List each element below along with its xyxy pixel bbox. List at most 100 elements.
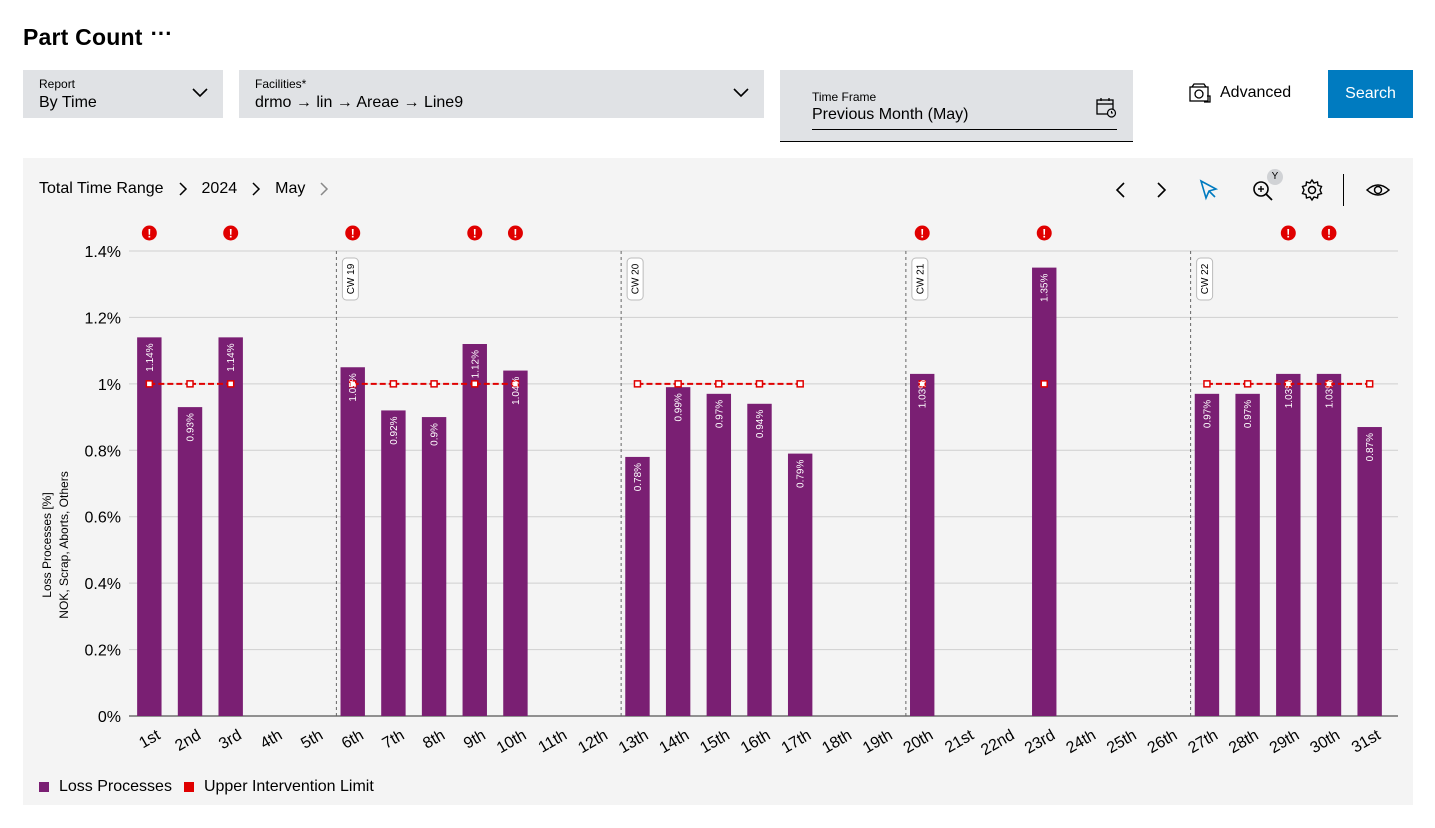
more-options-button[interactable]: ··· <box>150 20 173 46</box>
limit-point[interactable] <box>674 380 682 388</box>
bar[interactable] <box>665 387 691 716</box>
bar[interactable] <box>1316 373 1342 716</box>
alert-icon[interactable] <box>223 225 239 241</box>
bar[interactable] <box>747 403 772 716</box>
legend-loss-processes[interactable]: Loss Processes <box>39 778 172 796</box>
bar[interactable] <box>421 417 447 716</box>
bar[interactable] <box>910 373 935 716</box>
legend-label-limit: Upper Intervention Limit <box>203 778 374 795</box>
breadcrumb-year[interactable]: 2024 <box>201 180 238 197</box>
limit-point[interactable] <box>1284 380 1293 388</box>
bar-value-label: 0.78% <box>633 463 644 491</box>
bar-value-label: 0.97% <box>1243 400 1254 428</box>
x-tick-label: 24th <box>1063 727 1098 757</box>
limit-point[interactable] <box>471 380 479 388</box>
limit-point[interactable] <box>1365 380 1374 388</box>
alert-icon[interactable] <box>1321 225 1337 241</box>
chevron-down-icon <box>192 88 208 98</box>
alert-icon-glyph: ! <box>351 227 355 241</box>
limit-point[interactable] <box>1203 380 1211 388</box>
previous-icon[interactable] <box>1111 180 1131 200</box>
eye-icon[interactable] <box>1365 180 1391 200</box>
alert-icon[interactable] <box>467 225 483 241</box>
facilities-dropdown[interactable]: Facilities* drmo → lin → Areae → Line9 <box>239 70 764 118</box>
limit-point[interactable] <box>1243 380 1252 388</box>
bar[interactable] <box>1235 393 1260 716</box>
alert-icon[interactable] <box>507 225 523 241</box>
time-frame-label: Time Frame <box>812 90 877 104</box>
limit-point[interactable] <box>226 380 235 388</box>
legend-upper-limit[interactable]: Upper Intervention Limit <box>183 778 374 796</box>
bar[interactable] <box>1032 267 1057 716</box>
bar[interactable] <box>137 337 162 716</box>
bar[interactable] <box>218 337 243 716</box>
chevron-down-icon <box>733 88 749 98</box>
alert-icon-glyph: ! <box>513 227 517 241</box>
zoom-icon[interactable] <box>1251 178 1277 202</box>
limit-point[interactable] <box>389 380 398 388</box>
bar-value-label: 1.12% <box>470 350 481 378</box>
chevron-right-icon <box>178 182 187 196</box>
bar[interactable] <box>503 370 528 716</box>
zoom-axis-badge: Y <box>1267 169 1283 185</box>
alert-icon-glyph: ! <box>229 227 233 241</box>
bar-value-label: 1.35% <box>1040 274 1051 302</box>
bar[interactable] <box>177 407 203 716</box>
y-tick-label: 1.4% <box>85 244 121 261</box>
y-axis-title: Loss Processes [%] <box>40 492 54 597</box>
x-tick-label: 6th <box>339 727 367 753</box>
bar[interactable] <box>1357 427 1382 716</box>
bar[interactable] <box>462 344 487 716</box>
limit-point[interactable] <box>918 380 926 388</box>
limit-point[interactable] <box>186 380 194 388</box>
report-value: By Time <box>39 94 97 111</box>
limit-point[interactable] <box>1040 380 1048 388</box>
bar[interactable] <box>1194 393 1220 716</box>
alert-icon[interactable] <box>345 225 361 241</box>
calendar-icon[interactable] <box>1095 96 1117 118</box>
limit-point[interactable] <box>755 380 764 388</box>
limit-point[interactable] <box>348 380 357 388</box>
report-dropdown[interactable]: Report By Time <box>23 70 223 118</box>
x-tick-label: 15th <box>697 727 732 757</box>
x-tick-label: 26th <box>1145 727 1180 757</box>
limit-point[interactable] <box>145 380 154 388</box>
x-tick-label: 14th <box>657 727 692 757</box>
bar[interactable] <box>706 393 732 716</box>
select-pointer-icon[interactable] <box>1197 178 1221 202</box>
gear-icon[interactable] <box>1300 178 1324 202</box>
y-tick-label: 0.8% <box>85 443 121 460</box>
breadcrumb-month[interactable]: May <box>275 180 306 197</box>
bar[interactable] <box>1276 373 1301 716</box>
alert-icon[interactable] <box>141 225 157 241</box>
bar[interactable] <box>625 456 650 716</box>
limit-point[interactable] <box>715 380 723 388</box>
advanced-button[interactable]: Advanced <box>1188 82 1291 104</box>
time-frame-picker[interactable]: Time Frame Previous Month (May) <box>780 70 1133 142</box>
bar[interactable] <box>381 410 406 716</box>
bar-value-label: 1.05% <box>348 373 359 401</box>
x-tick-label: 21st <box>942 726 977 756</box>
chevron-right-icon[interactable] <box>319 182 329 196</box>
limit-point[interactable] <box>1325 380 1333 388</box>
alert-icon[interactable] <box>1280 225 1296 241</box>
search-button[interactable]: Search <box>1328 70 1413 118</box>
report-label: Report <box>39 77 76 91</box>
next-icon[interactable] <box>1151 180 1171 200</box>
week-label-box <box>626 257 644 301</box>
x-tick-label: 9th <box>461 727 489 753</box>
bar[interactable] <box>340 367 365 716</box>
alert-icon[interactable] <box>914 225 930 241</box>
limit-point[interactable] <box>430 380 438 388</box>
limit-point[interactable] <box>796 380 804 388</box>
x-tick-label: 30th <box>1308 727 1343 757</box>
page-title: Part Count <box>23 24 143 50</box>
limit-point[interactable] <box>633 380 642 388</box>
facilities-label: Facilities* <box>255 77 307 91</box>
x-tick-label: 1st <box>136 726 163 752</box>
limit-point[interactable] <box>511 380 520 388</box>
alert-icon[interactable] <box>1036 225 1052 241</box>
bar[interactable] <box>787 453 813 716</box>
x-tick-label: 28th <box>1226 727 1261 757</box>
breadcrumb-total-time-range[interactable]: Total Time Range <box>39 180 164 197</box>
